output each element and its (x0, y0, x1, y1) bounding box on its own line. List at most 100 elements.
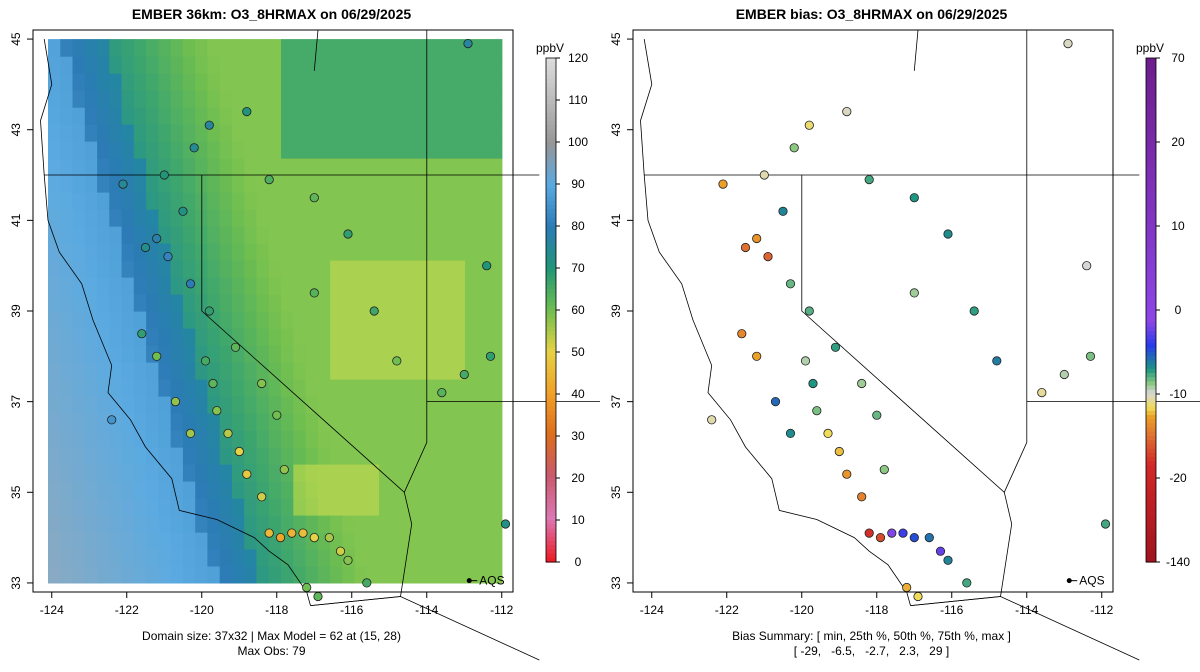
colorbar-segment (1146, 226, 1156, 231)
colorbar-segment (546, 478, 556, 483)
colorbar-segment (546, 83, 556, 88)
model-grid-cell (158, 464, 172, 482)
model-grid-cell (256, 430, 270, 448)
model-grid-cell (477, 498, 491, 516)
model-grid-cell (146, 430, 159, 448)
right-panel-title: EMBER bias: O3_8HRMAX on 06/29/2025 (735, 6, 1008, 22)
colorbar-segment (546, 62, 556, 67)
model-grid-cell (379, 209, 392, 227)
model-grid-cell (97, 90, 110, 108)
station-point (879, 464, 889, 475)
model-grid-cell (317, 362, 331, 380)
model-grid-cell (133, 294, 147, 312)
model-grid-cell (232, 396, 245, 414)
model-grid-cell (48, 362, 61, 380)
model-grid-cell (232, 90, 245, 108)
model-grid-cell (170, 481, 184, 499)
model-grid-cell (182, 362, 196, 380)
model-grid-cell (317, 226, 331, 244)
model-grid-cell (182, 294, 196, 312)
model-grid-cell (403, 396, 417, 414)
model-grid-cell (415, 56, 429, 74)
model-grid-cell (84, 124, 98, 142)
model-grid-cell (317, 209, 331, 227)
colorbar-segment (546, 377, 556, 382)
model-grid-cell (415, 39, 429, 57)
colorbar-segment (546, 234, 556, 240)
model-grid-cell (60, 464, 74, 482)
x-tick-label: -114 (1015, 603, 1038, 617)
model-grid-cell (232, 379, 245, 397)
model-grid-cell (121, 498, 135, 516)
colorbar-segment (546, 242, 556, 248)
model-grid-cell (330, 175, 343, 193)
model-grid-cell (219, 277, 233, 295)
model-grid-cell (354, 294, 368, 312)
model-grid-cell (170, 158, 184, 176)
model-grid-cell (84, 464, 98, 482)
model-grid-cell (477, 379, 491, 397)
colorbar-segment (1146, 104, 1156, 109)
model-grid-cell (391, 464, 405, 482)
model-grid-cell (452, 481, 466, 499)
model-grid-cell (342, 498, 356, 516)
colorbar-segment (546, 494, 556, 500)
colorbar-segment (546, 280, 556, 286)
colorbar-segment (1146, 465, 1156, 471)
station-point (230, 342, 241, 352)
model-grid-cell (133, 124, 147, 142)
model-grid-cell (244, 565, 258, 584)
model-grid-cell (244, 39, 258, 57)
model-grid-cell (330, 379, 343, 397)
model-grid-cell (452, 548, 466, 567)
model-grid-cell (244, 56, 258, 74)
model-grid-cell (477, 464, 491, 482)
model-grid-cell (84, 498, 98, 516)
model-grid-cell (317, 277, 331, 295)
colorbar-segment (546, 58, 556, 63)
model-grid-cell (72, 192, 86, 210)
model-grid-cell (317, 413, 331, 431)
colorbar-segment (546, 440, 556, 445)
model-grid-cell (477, 90, 491, 108)
station-point (204, 120, 214, 130)
model-grid-cell (305, 158, 319, 176)
model-grid-cell (465, 90, 478, 108)
model-grid-cell (84, 175, 98, 193)
station-point (992, 356, 1002, 366)
model-grid-cell (109, 107, 123, 125)
model-grid-cell (84, 515, 98, 533)
model-grid-cell (281, 56, 294, 74)
model-grid-cell (219, 192, 233, 210)
colorbar-segment (1146, 314, 1156, 319)
model-grid-cell (317, 548, 331, 567)
model-grid-cell (97, 175, 110, 193)
model-grid-cell (366, 39, 380, 57)
colorbar-segment (546, 192, 556, 198)
station-point (864, 528, 874, 538)
model-grid-cell (72, 243, 86, 261)
model-grid-cell (293, 107, 307, 125)
model-grid-cell (219, 90, 233, 108)
colorbar-tick-label: 80 (571, 219, 585, 233)
model-grid-cell (330, 124, 343, 142)
model-grid-cell (379, 328, 392, 346)
model-grid-cell (268, 362, 282, 380)
model-grid-cell (182, 226, 196, 244)
model-grid-cell (379, 192, 392, 210)
colorbar-segment (546, 528, 556, 534)
model-grid-cell (72, 413, 86, 431)
model-grid-cell (256, 311, 270, 329)
model-grid-cell (477, 430, 491, 448)
colorbar-segment (1146, 431, 1156, 437)
model-grid-cell (477, 158, 491, 176)
model-grid-cell (366, 158, 380, 176)
model-grid-cell (244, 175, 258, 193)
model-grid-cell (489, 311, 503, 329)
colorbar-segment (1146, 343, 1156, 349)
model-grid-cell (440, 548, 454, 567)
model-grid-cell (219, 243, 233, 261)
model-grid-cell (219, 226, 233, 244)
colorbar-segment (546, 394, 556, 399)
colorbar-segment (546, 188, 556, 193)
